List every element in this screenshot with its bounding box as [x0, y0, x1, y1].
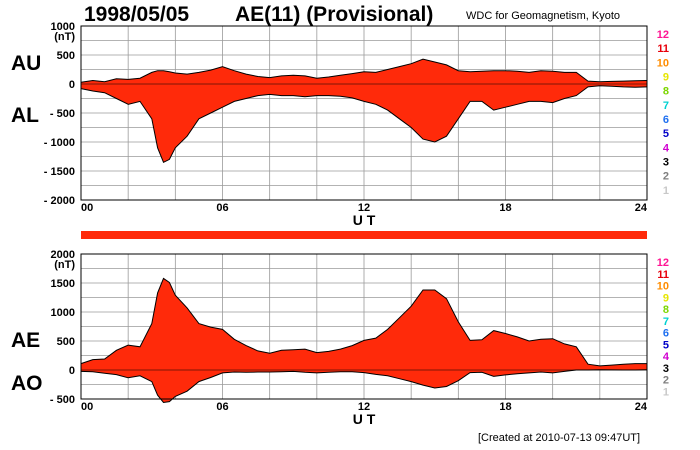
index-title: AE(11) (Provisional): [235, 3, 434, 26]
y-tick-label: 0: [69, 79, 75, 91]
station-legend-item: 5: [663, 339, 669, 351]
ae-ao-x-axis-label: U T: [353, 411, 376, 427]
ae-ao-y-ticks: 2000 1500 1000 500 0 - 500: [50, 249, 75, 406]
station-legend-item: 5: [663, 128, 669, 140]
station-legend-item: 11: [657, 43, 669, 55]
au-al-x-ticks: 00 06 12 18 24: [81, 202, 648, 214]
y-tick-label: 1500: [51, 278, 75, 290]
y-tick-label: 500: [57, 50, 75, 62]
au-al-y-ticks: 1000 500 0 - 500 - 1000 - 1500 - 2000: [44, 21, 75, 207]
station-legend-item: 2: [663, 375, 669, 387]
au-al-y-unit: (nT): [54, 31, 75, 43]
station-legend-item: 4: [663, 351, 670, 363]
station-legend-item: 3: [663, 157, 669, 169]
separator-stripe: [81, 231, 647, 239]
x-tick-label: 00: [81, 401, 93, 413]
y-tick-label: - 1500: [44, 166, 75, 178]
y-tick-label: - 500: [50, 394, 75, 406]
y-tick-label: - 1000: [44, 137, 75, 149]
ae-ao-y-unit: (nT): [54, 259, 75, 271]
station-legend-item: 12: [657, 257, 669, 269]
station-legend-item: 9: [663, 292, 669, 304]
series-line-au: [80, 58, 648, 83]
ao-label: AO: [11, 372, 43, 395]
station-legend-item: 11: [657, 269, 669, 281]
ae-ao-x-ticks: 00 06 12 18 24: [81, 401, 648, 413]
ae-label: AE: [11, 329, 41, 352]
y-tick-label: 2000: [51, 249, 75, 261]
series-line-al: [80, 85, 648, 163]
x-tick-label: 24: [635, 202, 648, 214]
x-tick-label: 12: [358, 202, 370, 214]
x-tick-label: 24: [635, 401, 648, 413]
station-legend-item: 3: [663, 363, 669, 375]
series-line-ao: [80, 369, 648, 404]
plot-date: 1998/05/05: [84, 3, 190, 26]
station-legend-item: 2: [663, 171, 669, 183]
x-tick-label: 18: [499, 401, 511, 413]
station-legend-item: 8: [663, 304, 669, 316]
au-label: AU: [11, 52, 42, 75]
au-al-areas: [80, 58, 648, 163]
station-legend-item: 10: [657, 281, 669, 293]
al-label: AL: [11, 104, 39, 127]
y-tick-label: 1000: [51, 21, 75, 33]
au-al-x-axis-label: U T: [353, 212, 376, 228]
x-tick-label: 06: [216, 401, 228, 413]
au-al-frame: [80, 25, 648, 201]
envelope-fill: [81, 59, 647, 163]
ae-ao-frame: [80, 253, 648, 400]
y-tick-label: - 500: [50, 108, 75, 120]
station-legend-item: 9: [663, 72, 669, 84]
created-timestamp: [Created at 2010-07-13 09:47UT]: [478, 432, 641, 444]
station-legend-item: 8: [663, 86, 669, 98]
station-legend-item: 6: [663, 114, 669, 126]
data-source: WDC for Geomagnetism, Kyoto: [466, 10, 621, 22]
y-tick-label: - 2000: [44, 195, 75, 207]
x-tick-label: 18: [499, 202, 511, 214]
ae-ao-areas: [80, 277, 648, 404]
x-tick-label: 00: [81, 202, 93, 214]
y-tick-label: 0: [69, 365, 75, 377]
station-legend-item: 10: [657, 57, 669, 69]
station-legend-item: 7: [663, 100, 669, 112]
series-line-ae: [80, 277, 647, 367]
x-tick-label: 06: [216, 202, 228, 214]
x-tick-label: 12: [358, 401, 370, 413]
y-tick-label: 500: [57, 336, 75, 348]
station-legend-item: 12: [657, 29, 669, 41]
station-legend-item: 1: [663, 185, 669, 197]
station-legend-item: 4: [663, 142, 670, 154]
station-legend-item: 6: [663, 328, 669, 340]
au-al-station-legend: 12 11 10 9 8 7 6 5 4 3 2 1: [657, 29, 670, 197]
station-legend-item: 7: [663, 316, 669, 328]
y-tick-label: 1000: [51, 307, 75, 319]
station-legend-item: 1: [663, 386, 669, 398]
